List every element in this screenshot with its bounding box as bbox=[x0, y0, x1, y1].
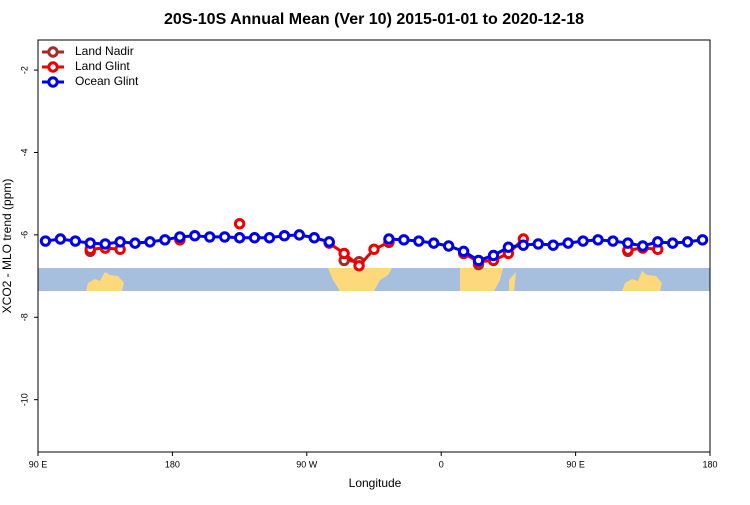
data-point bbox=[457, 245, 470, 258]
y-tick-label: -2 bbox=[19, 66, 29, 74]
y-tick-label: -8 bbox=[19, 313, 29, 321]
data-point bbox=[233, 218, 246, 230]
data-point bbox=[428, 237, 440, 249]
data-point bbox=[592, 234, 604, 246]
data-point bbox=[607, 235, 619, 247]
data-point bbox=[577, 235, 589, 247]
data-point bbox=[308, 232, 320, 244]
land-shape bbox=[460, 268, 516, 291]
data-point bbox=[472, 254, 485, 267]
data-point bbox=[547, 239, 559, 251]
data-point bbox=[622, 237, 634, 249]
data-point bbox=[204, 231, 216, 243]
x-tick-label: 90 E bbox=[566, 459, 585, 469]
data-point bbox=[293, 229, 306, 241]
legend-marker bbox=[47, 61, 59, 73]
data-point bbox=[174, 231, 186, 243]
legend-marker bbox=[47, 46, 59, 58]
x-tick-label: 180 bbox=[702, 459, 717, 469]
data-point bbox=[681, 236, 694, 248]
data-point bbox=[487, 249, 500, 262]
x-tick-label: 0 bbox=[439, 459, 444, 469]
data-point bbox=[144, 236, 156, 248]
x-tick-label: 90 W bbox=[296, 459, 318, 469]
y-tick-label: -4 bbox=[19, 148, 29, 156]
data-point bbox=[338, 247, 350, 260]
land-shape bbox=[328, 268, 392, 291]
data-point bbox=[637, 240, 649, 252]
land-shape bbox=[622, 271, 662, 291]
legend-label: Land Nadir bbox=[75, 44, 134, 58]
data-point bbox=[278, 230, 291, 242]
data-point bbox=[218, 231, 231, 243]
x-tick-label: 180 bbox=[165, 459, 180, 469]
data-point bbox=[562, 237, 574, 249]
chart-title: 20S-10S Annual Mean (Ver 10) 2015-01-01 … bbox=[164, 11, 584, 28]
data-point bbox=[69, 235, 82, 247]
data-point bbox=[248, 232, 261, 244]
data-point bbox=[39, 235, 52, 247]
y-axis-label: XCO2 - MLO trend (ppm) bbox=[0, 179, 14, 314]
data-point bbox=[129, 237, 141, 249]
map-strip bbox=[38, 268, 710, 291]
data-point bbox=[532, 238, 544, 250]
data-point bbox=[99, 238, 111, 250]
data-point bbox=[54, 233, 67, 245]
data-point bbox=[502, 241, 515, 253]
data-point bbox=[696, 234, 709, 246]
data-point bbox=[413, 235, 425, 247]
data-point bbox=[383, 233, 395, 245]
data-point bbox=[189, 230, 201, 242]
y-tick-label: -10 bbox=[19, 393, 29, 406]
plot-frame bbox=[37, 39, 711, 453]
data-point bbox=[84, 237, 96, 249]
data-point bbox=[233, 232, 246, 244]
data-point bbox=[442, 240, 455, 252]
data-point bbox=[652, 236, 664, 248]
x-axis-label: Longitude bbox=[349, 476, 402, 490]
data-point bbox=[323, 236, 335, 248]
legend-label: Ocean Glint bbox=[75, 74, 139, 88]
data-point bbox=[353, 260, 365, 272]
data-point bbox=[398, 234, 410, 246]
data-point bbox=[368, 243, 380, 255]
land-shape bbox=[86, 272, 124, 291]
data-point bbox=[114, 236, 126, 248]
data-point bbox=[666, 237, 679, 249]
y-tick-label: -6 bbox=[19, 231, 29, 239]
data-point bbox=[263, 232, 276, 244]
data-point bbox=[517, 239, 530, 251]
legend-marker bbox=[47, 76, 59, 88]
x-tick-label: 90 E bbox=[29, 459, 48, 469]
data-point bbox=[159, 234, 171, 246]
legend-label: Land Glint bbox=[75, 59, 130, 73]
